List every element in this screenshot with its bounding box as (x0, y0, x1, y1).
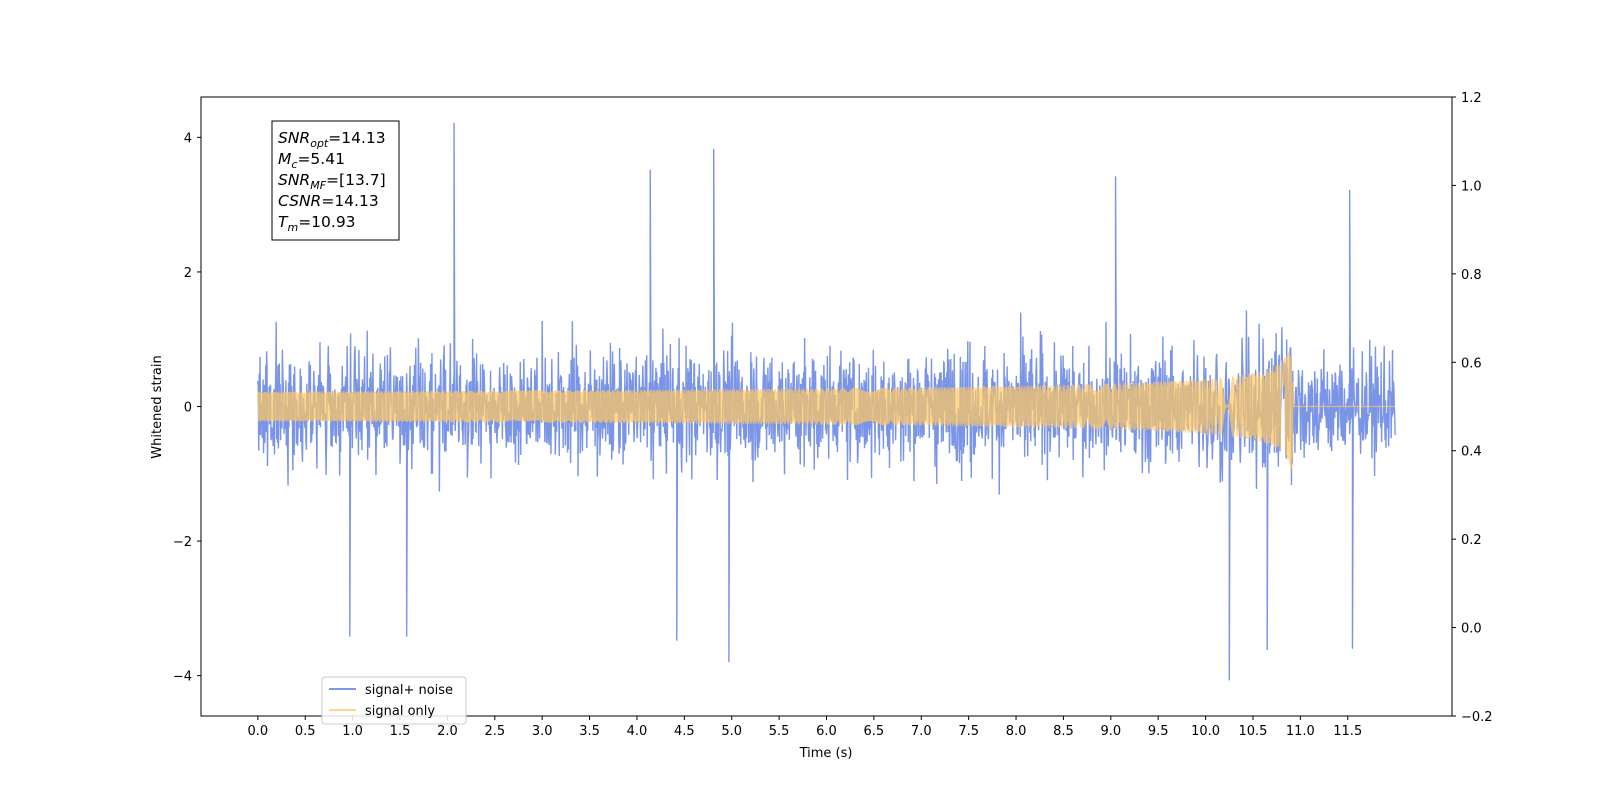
annotation-box: SNRopt=14.13Mc=5.41SNRMF=[13.7]CSNR=14.1… (271, 120, 400, 241)
y-right-tick-label: 1.2 (1461, 91, 1482, 106)
series-line-signal-only (257, 351, 1396, 472)
x-tick-label: 6.5 (864, 724, 885, 739)
y-left-tick-label: 0 (184, 401, 192, 416)
x-tick-label: 1.0 (342, 724, 363, 739)
x-tick-label: 0.5 (295, 724, 316, 739)
x-tick-label: 4.0 (627, 724, 648, 739)
series-signal-only (257, 351, 1396, 472)
x-axis: 0.0 0.5 1.0 1.5 2.0 2.5 3.0 3.5 4.0 4.5 5.0 5.5 6.0 6… (248, 716, 1362, 739)
x-tick-label: 8.5 (1053, 724, 1074, 739)
x-tick-label: 2.0 (437, 724, 458, 739)
annotation-line: SNRMF=[13.7] (278, 171, 386, 192)
y-right-tick-label: 1.0 (1461, 179, 1482, 194)
x-tick-label: 11.5 (1333, 724, 1362, 739)
x-tick-label: 5.5 (769, 724, 790, 739)
y-left-tick-label: 2 (184, 266, 192, 281)
legend-label-signal-noise: signal+ noise (365, 683, 453, 698)
series-line-signal-noise (257, 122, 1396, 681)
y-axis-left: 4 2 0 −2 −4 (173, 131, 201, 685)
y-axis-right: 1.2 1.0 0.8 0.6 0.4 0.2 0.0 −0.2 (1452, 91, 1493, 725)
legend-label-signal-only: signal only (365, 704, 435, 719)
annotation-line: CSNR=14.13 (278, 192, 379, 210)
x-tick-label: 0.0 (248, 724, 269, 739)
x-axis-label: Time (s) (799, 746, 853, 761)
y-right-tick-label: 0.8 (1461, 268, 1482, 283)
y-left-tick-label: −2 (173, 535, 192, 550)
x-tick-label: 4.5 (674, 724, 695, 739)
x-tick-label: 5.0 (721, 724, 742, 739)
x-tick-label: 8.0 (1006, 724, 1027, 739)
series-signal-noise (257, 122, 1396, 681)
annotation-line: Mc=5.41 (278, 150, 345, 171)
y-left-tick-label: −4 (173, 670, 192, 685)
x-tick-label: 7.0 (911, 724, 932, 739)
x-tick-label: 10.5 (1239, 724, 1268, 739)
x-tick-label: 9.0 (1100, 724, 1121, 739)
x-tick-label: 9.5 (1148, 724, 1169, 739)
x-tick-label: 3.0 (532, 724, 553, 739)
x-tick-label: 10.0 (1191, 724, 1220, 739)
y-right-tick-label: −0.2 (1461, 710, 1493, 725)
x-tick-label: 6.0 (816, 724, 837, 739)
x-tick-label: 3.5 (579, 724, 600, 739)
annotation-line: Tm=10.93 (278, 213, 356, 234)
y-right-tick-label: 0.4 (1461, 445, 1482, 460)
x-tick-label: 7.5 (958, 724, 979, 739)
y-right-tick-label: 0.0 (1461, 622, 1482, 637)
y-left-tick-label: 4 (184, 131, 192, 146)
y-right-tick-label: 0.2 (1461, 533, 1482, 548)
y-right-tick-label: 0.6 (1461, 356, 1482, 371)
x-tick-label: 1.5 (390, 724, 411, 739)
y-axis-label: Whitened strain (150, 355, 165, 458)
legend: signal+ noise signal only (321, 676, 467, 725)
x-tick-label: 2.5 (484, 724, 505, 739)
annotation-line: SNRopt=14.13 (278, 129, 386, 150)
x-tick-label: 11.0 (1286, 724, 1315, 739)
